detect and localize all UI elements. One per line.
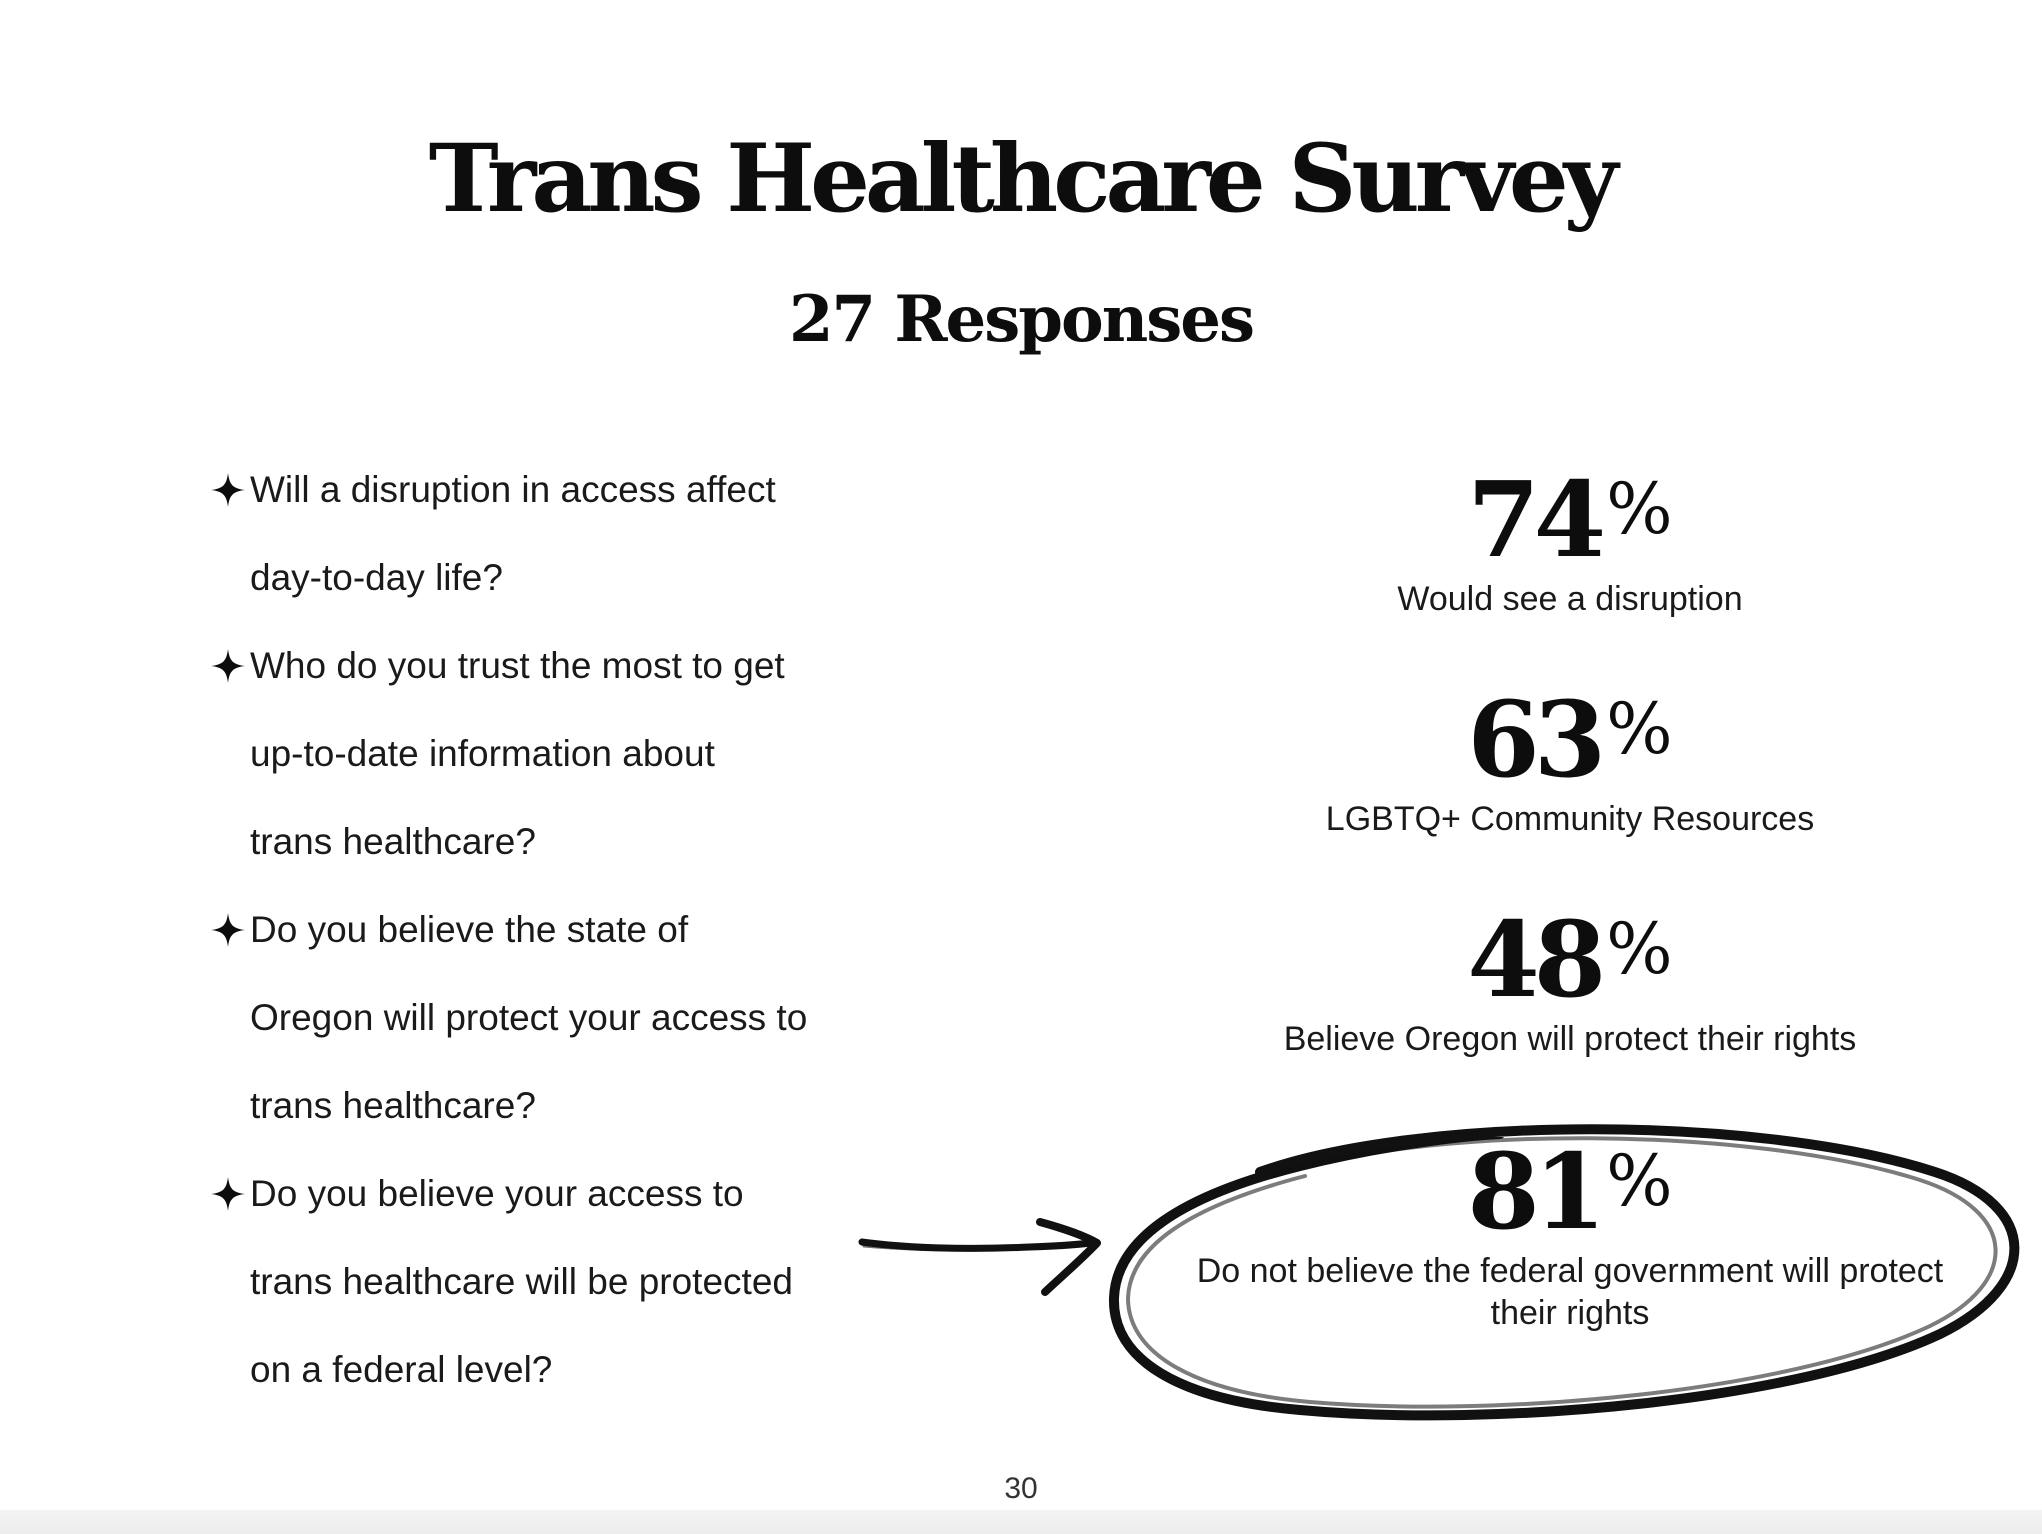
stat-value: 74: [1467, 458, 1606, 581]
stat-value: 81: [1467, 1130, 1606, 1253]
stat-percent-sign: %: [1606, 468, 1673, 550]
stat-disruption: 74% Would see a disruption: [1180, 468, 1960, 620]
stat-oregon-protection: 48% Believe Oregon will protect their ri…: [1180, 908, 1960, 1060]
stat-label: Do not believe the federal government wi…: [1196, 1252, 1944, 1332]
question-line: trans healthcare will be protected: [250, 1261, 793, 1302]
question-list: Will a disruption in access affect day-t…: [211, 446, 872, 1414]
stat-trusted-source: 63% LGBTQ+ Community Resources: [1180, 688, 1960, 840]
stat-percent-sign: %: [1606, 908, 1673, 990]
question-line: trans healthcare?: [250, 821, 536, 862]
stat-value: 63: [1467, 678, 1606, 801]
hand-drawn-arrow-icon: [858, 1218, 1101, 1296]
four-point-star-icon: [208, 446, 248, 534]
question-line: on a federal level?: [250, 1349, 553, 1390]
question-line: Who do you trust the most to get: [250, 645, 785, 686]
question-line: Do you believe the state of: [250, 909, 689, 950]
question-line: Oregon will protect your access to: [250, 997, 808, 1038]
question-line: Do you believe your access to: [250, 1173, 744, 1214]
question-line: up-to-date information about: [250, 733, 715, 774]
question-item: Do you believe the state of Oregon will …: [211, 886, 872, 1150]
stat-value: 48: [1467, 898, 1606, 1021]
stat-label: LGBTQ+ Community Resources: [1325, 800, 1815, 838]
stat-label: Believe Oregon will protect their rights: [1283, 1020, 1857, 1058]
question-line: day-to-day life?: [250, 557, 503, 598]
question-item: Will a disruption in access affect day-t…: [211, 446, 872, 622]
response-count: 27 Responses: [788, 282, 1255, 357]
question-item: Who do you trust the most to get up-to-d…: [211, 622, 872, 886]
four-point-star-icon: [208, 622, 248, 710]
four-point-star-icon: [208, 1150, 248, 1238]
stat-federal-protection: 81% Do not believe the federal governmen…: [1180, 1140, 1960, 1334]
question-item: Do you believe your access to trans heal…: [211, 1150, 872, 1414]
stat-percent-sign: %: [1606, 1140, 1673, 1222]
question-line: Will a disruption in access affect: [250, 469, 776, 510]
stat-label: Would see a disruption: [1397, 580, 1743, 618]
viewer-bottom-edge: [0, 1510, 2042, 1534]
page-title: Trans Healthcare Survey: [428, 124, 1619, 234]
stat-percent-sign: %: [1606, 688, 1673, 770]
stats-column: 74% Would see a disruption 63% LGBTQ+ Co…: [1180, 0, 1960, 1534]
question-line: trans healthcare?: [250, 1085, 536, 1126]
page-number: 30: [1004, 1472, 1038, 1505]
four-point-star-icon: [208, 886, 248, 974]
